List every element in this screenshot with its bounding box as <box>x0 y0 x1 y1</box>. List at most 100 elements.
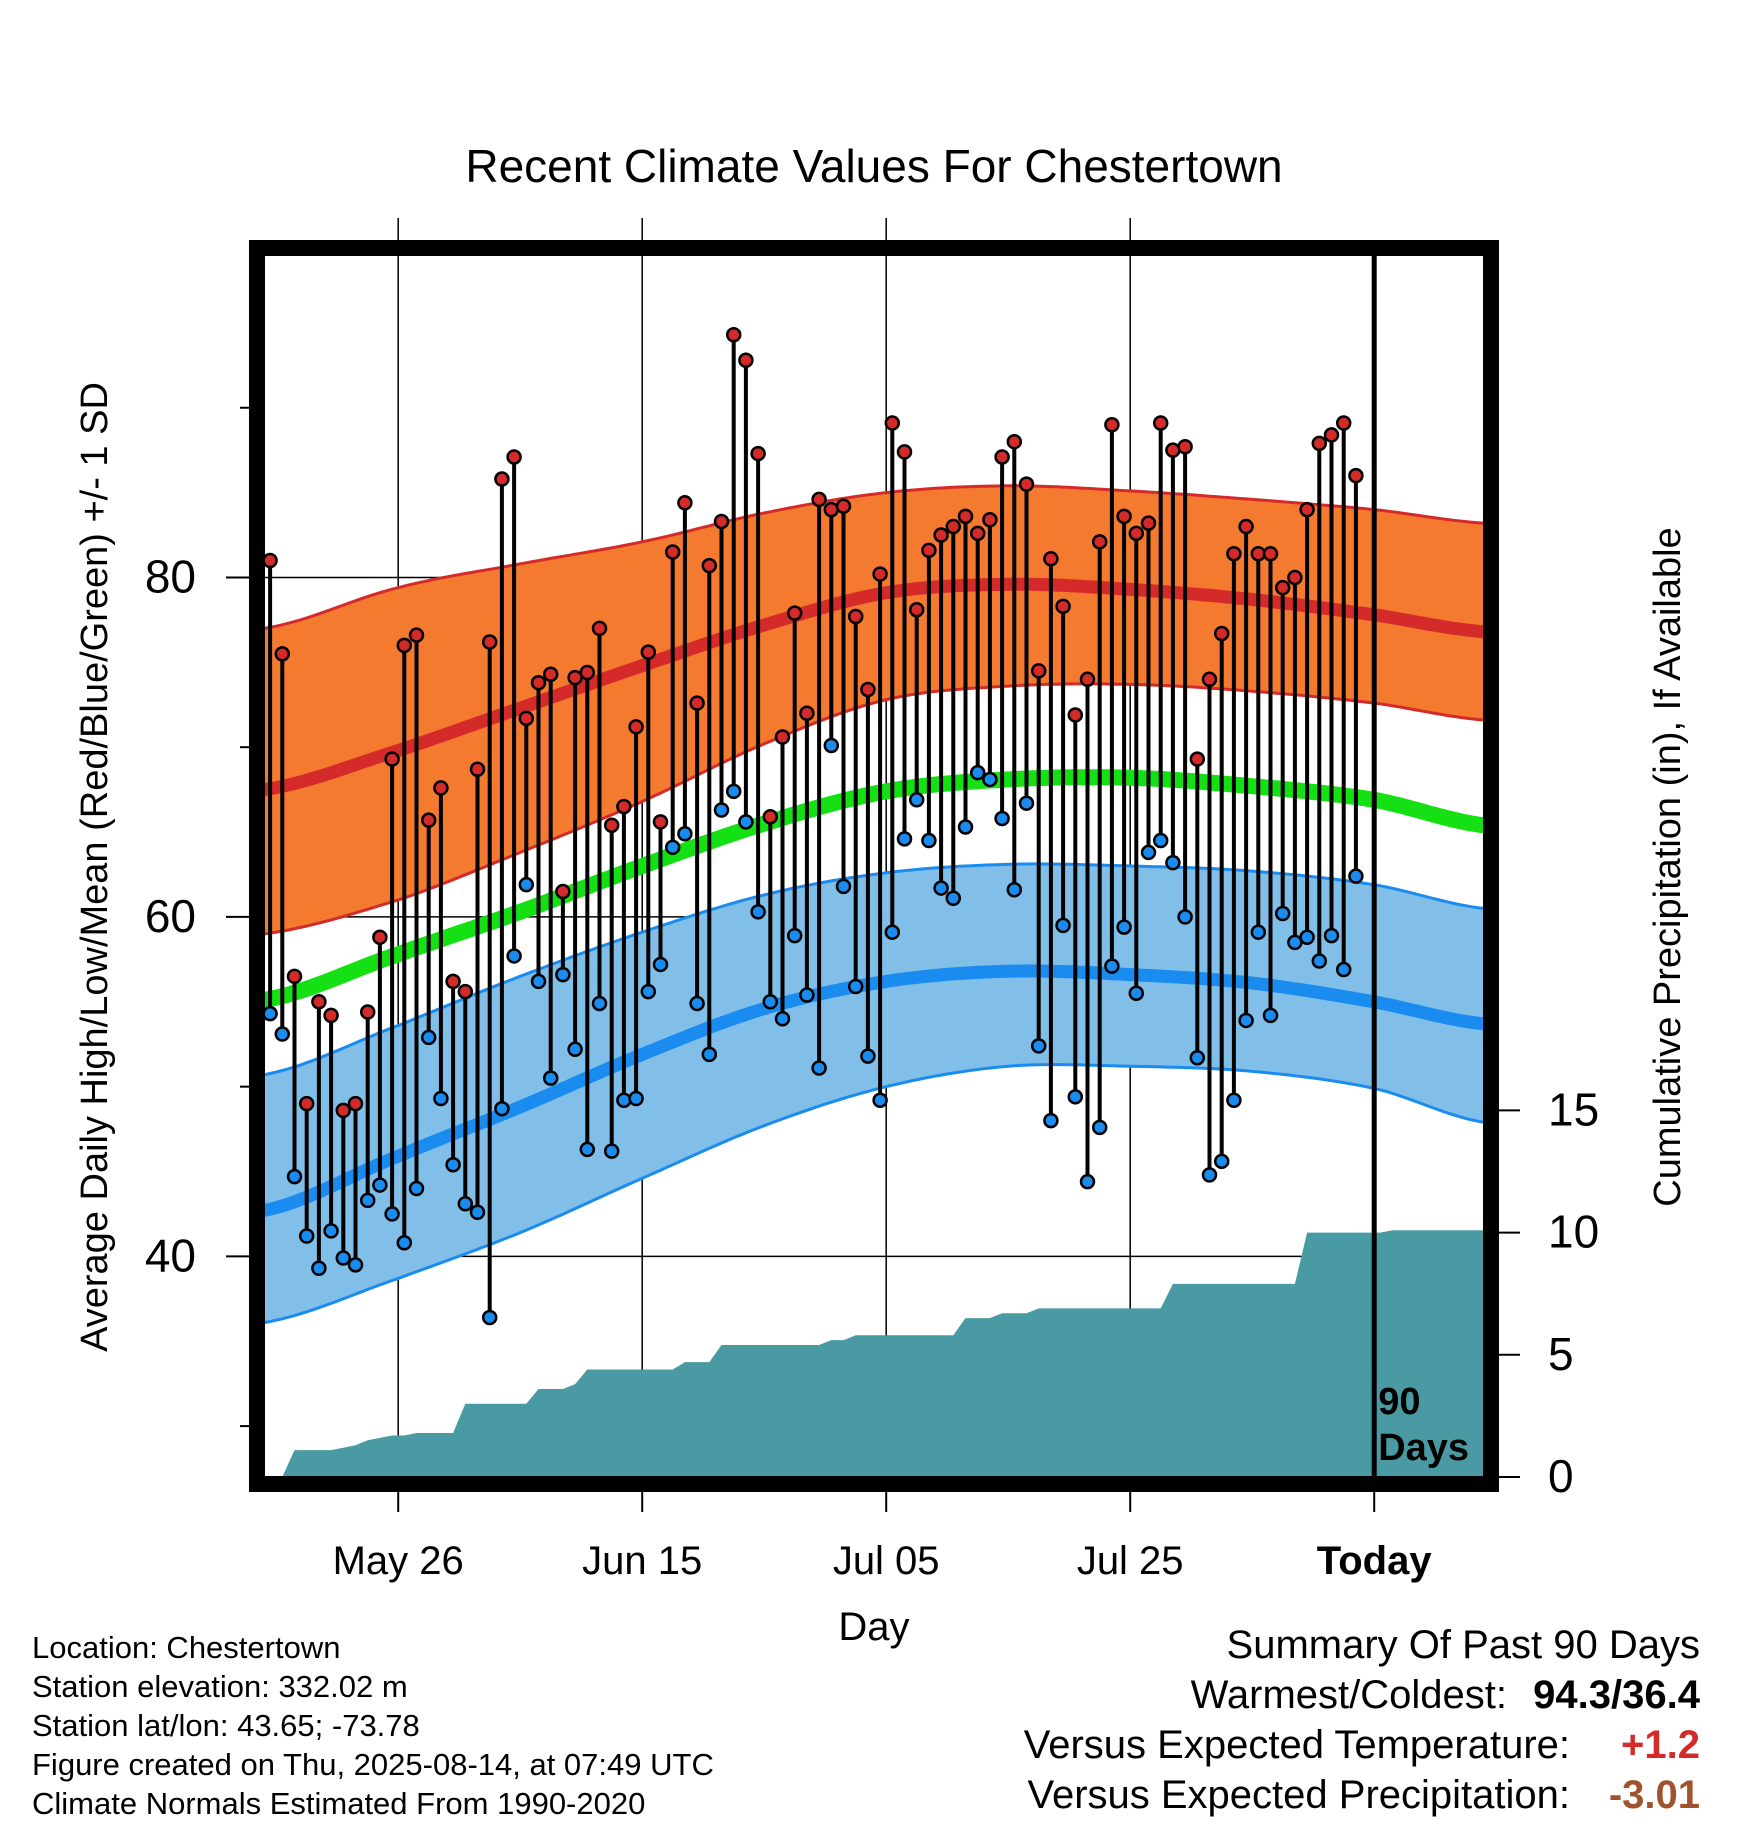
high-point <box>811 491 827 508</box>
high-upper-edge <box>264 484 1484 630</box>
high-point <box>835 498 852 514</box>
y-right-tick-label: 5 <box>1548 1328 1574 1380</box>
y-right-tick-label: 15 <box>1548 1083 1599 1135</box>
high-point <box>323 1007 339 1024</box>
low-point <box>994 810 1010 827</box>
low-point <box>664 839 681 856</box>
low-point <box>335 1250 352 1266</box>
high-point <box>555 883 571 900</box>
low-point <box>1262 1007 1279 1024</box>
high-point <box>738 352 754 368</box>
low-point <box>1323 927 1340 944</box>
high-point <box>298 1095 315 1112</box>
summary-temp-row: Versus Expected Temperature: +1.2 <box>1024 1720 1700 1770</box>
low-point <box>945 890 962 906</box>
low-point <box>860 1048 876 1064</box>
high-point <box>786 605 803 621</box>
low-point <box>640 983 657 1000</box>
normals-layer <box>264 484 1484 1325</box>
low-point <box>847 978 864 995</box>
high-point <box>1067 707 1084 723</box>
summary-panel: Summary Of Past 90 Days Warmest/Coldest:… <box>1024 1620 1700 1820</box>
low-point <box>1238 1012 1254 1029</box>
low-point <box>323 1223 339 1239</box>
low-point <box>567 1041 583 1058</box>
low-point <box>1043 1112 1059 1129</box>
high-point <box>799 705 815 721</box>
high-point <box>372 929 388 946</box>
low-point <box>591 995 608 1012</box>
high-point <box>994 449 1010 465</box>
low-point <box>372 1177 388 1193</box>
elevation-text: Station elevation: 332.02 m <box>32 1669 408 1704</box>
low-point <box>481 1309 498 1326</box>
high-point <box>469 761 486 778</box>
x-tick-label: Jul 05 <box>833 1539 940 1583</box>
low-point <box>957 819 974 835</box>
low-point <box>750 904 766 920</box>
high-point <box>945 518 962 535</box>
low-point <box>396 1235 413 1251</box>
y-right-tick-label: 0 <box>1548 1450 1574 1502</box>
low-point <box>264 1005 278 1022</box>
high-point <box>677 495 693 511</box>
y-left-tick-label: 60 <box>145 890 196 942</box>
high-point <box>713 513 730 530</box>
precip-area <box>282 1230 1484 1477</box>
low-point <box>1128 985 1145 1002</box>
low-point <box>603 1143 620 1159</box>
high-point <box>311 994 327 1010</box>
low-point <box>1226 1092 1242 1108</box>
normals-text: Climate Normals Estimated From 1990-2020 <box>32 1786 646 1821</box>
low-point <box>677 826 693 842</box>
low-point <box>1018 795 1035 811</box>
axes-layer: May 26 Jun 15 Jul 05 Jul 25 Today 40 60 80 0 5 10 1… <box>145 406 1599 1583</box>
high-point <box>1128 525 1145 542</box>
low-point <box>969 764 986 781</box>
high-point <box>506 449 522 465</box>
low-point <box>494 1100 510 1117</box>
high-point <box>286 968 303 985</box>
high-point <box>860 681 876 698</box>
high-point <box>445 973 461 990</box>
high-point <box>1274 579 1291 596</box>
high-point <box>640 644 657 660</box>
high-point <box>884 415 901 431</box>
low-point <box>774 1011 791 1027</box>
high-point <box>750 445 766 462</box>
high-point <box>1140 515 1157 531</box>
low-point <box>738 814 754 830</box>
low-point <box>1140 844 1157 861</box>
today-marker-label: 90 <box>1378 1381 1420 1423</box>
low-point <box>762 994 779 1010</box>
low-point <box>518 876 535 893</box>
chart-title: Recent Climate Values For Chestertown <box>465 140 1282 192</box>
high-point <box>1030 663 1047 679</box>
high-point <box>1226 545 1242 562</box>
high-point <box>616 798 632 815</box>
observations-layer <box>264 327 1364 1326</box>
low-point <box>1311 953 1328 969</box>
high-point <box>725 327 742 343</box>
station-info: Location: Chestertown Station elevation:… <box>32 1628 714 1823</box>
low-point <box>1250 924 1267 940</box>
temp-value: +1.2 <box>1621 1723 1700 1767</box>
low-point <box>1116 919 1132 935</box>
high-point <box>1055 598 1071 615</box>
x-tick-label: Jul 25 <box>1077 1539 1184 1583</box>
low-point <box>1201 1167 1218 1183</box>
low-point <box>616 1092 632 1108</box>
high-point <box>335 1102 352 1119</box>
high-point <box>420 812 437 828</box>
low-point <box>1335 961 1352 978</box>
high-point <box>264 552 278 569</box>
high-point <box>908 601 925 618</box>
precip-label: Versus Expected Precipitation: <box>1027 1773 1570 1817</box>
low-point <box>628 1090 644 1107</box>
low-point <box>1006 882 1023 898</box>
high-point <box>396 637 413 654</box>
y-axis-right-label: Cumulative Precipitation (in), If Availa… <box>1647 527 1689 1206</box>
low-point <box>652 956 669 973</box>
high-point <box>1189 751 1206 767</box>
summary-warmest-coldest-row: Warmest/Coldest: 94.3/36.4 <box>1024 1670 1700 1720</box>
